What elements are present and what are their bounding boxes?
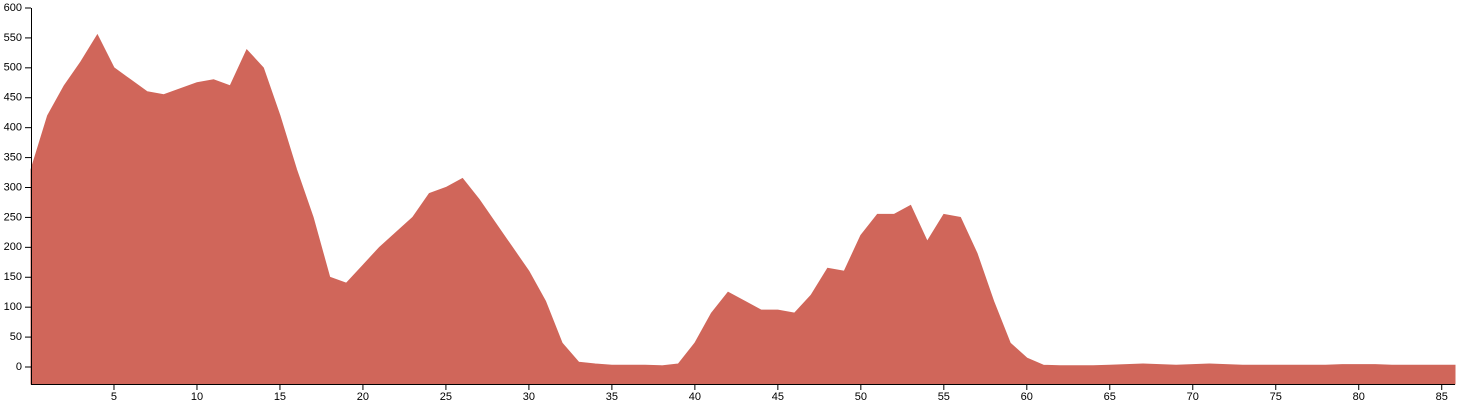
x-tick-label: 65 — [1104, 391, 1116, 403]
x-tick-label: 30 — [523, 391, 535, 403]
x-tick-label: 75 — [1270, 391, 1282, 403]
x-tick-label: 60 — [1021, 391, 1033, 403]
y-tick-label: 400 — [4, 122, 22, 134]
x-tick-label: 20 — [357, 391, 369, 403]
x-tick-label: 10 — [191, 391, 203, 403]
y-tick-label: 150 — [4, 271, 22, 283]
x-tick-label: 50 — [855, 391, 867, 403]
x-tick-label: 40 — [689, 391, 701, 403]
plot-area — [30, 33, 1456, 385]
y-tick-label: 600 — [4, 2, 22, 14]
x-tick-label: 45 — [772, 391, 784, 403]
x-tick-label: 70 — [1187, 391, 1199, 403]
y-tick-label: 100 — [4, 301, 22, 313]
y-tick-label: 350 — [4, 151, 22, 163]
y-tick-label: 550 — [4, 32, 22, 44]
x-tick-label: 80 — [1353, 391, 1365, 403]
y-tick-label: 500 — [4, 62, 22, 74]
y-tick-label: 0 — [16, 361, 22, 373]
y-tick-label: 300 — [4, 181, 22, 193]
x-tick-label: 15 — [274, 391, 286, 403]
x-tick-label: 35 — [606, 391, 618, 403]
area — [30, 33, 1456, 385]
x-tick-label: 25 — [440, 391, 452, 403]
y-tick-label: 450 — [4, 92, 22, 104]
y-tick-label: 250 — [4, 211, 22, 223]
y-tick-label: 50 — [10, 331, 22, 343]
x-tick-label: 5 — [111, 391, 117, 403]
x-tick-label: 55 — [938, 391, 950, 403]
y-tick-label: 200 — [4, 241, 22, 253]
x-tick-label: 85 — [1436, 391, 1448, 403]
